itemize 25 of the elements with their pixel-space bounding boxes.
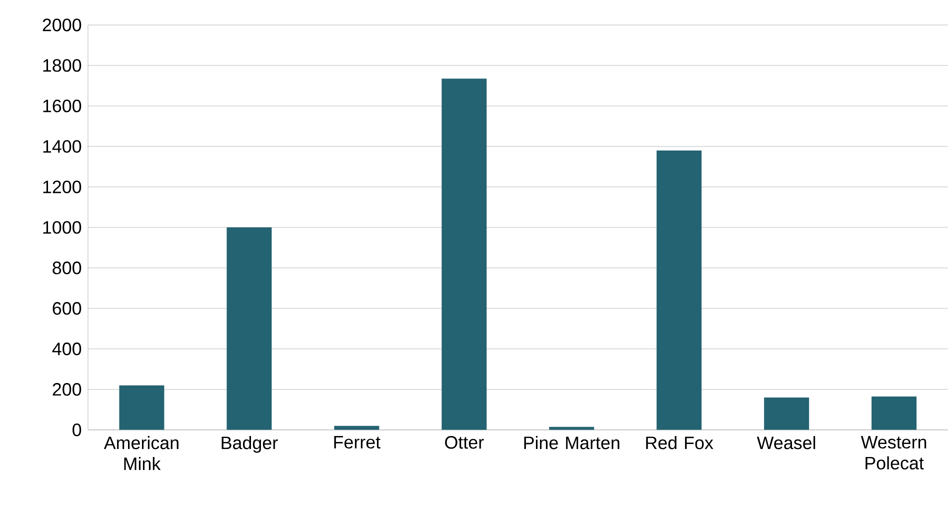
y-tick-label: 1400: [43, 140, 82, 153]
x-tick-label: Otter: [445, 436, 484, 449]
x-tick-label: Pine Marten: [524, 436, 620, 450]
x-tick-label: American Mink: [104, 436, 178, 470]
y-tick-label: 600: [52, 302, 82, 315]
y-tick-label: 2000: [42, 18, 82, 32]
bar: [872, 396, 917, 430]
x-tick-label: Western Polecat: [860, 436, 926, 470]
bar: [656, 150, 702, 430]
x-tick-label: Weasel: [756, 436, 816, 450]
x-tick-label: Red Fox: [646, 436, 714, 450]
y-tick-label: 800: [52, 262, 82, 274]
y-tick-label: 400: [52, 342, 82, 356]
bar: [764, 398, 810, 430]
y-tick-label: 1600: [43, 100, 82, 112]
bar: [119, 385, 164, 430]
x-tick-label: Badger: [222, 436, 278, 453]
y-tick-label: 1800: [43, 59, 82, 72]
y-tick-label: 0: [72, 424, 82, 436]
bar: [226, 227, 272, 430]
y-tick-label: 1000: [43, 221, 82, 234]
y-tick-label: 200: [52, 383, 82, 396]
bar: [442, 78, 487, 430]
y-tick-label: 1200: [43, 180, 82, 194]
x-tick-label: Ferret: [334, 436, 380, 449]
